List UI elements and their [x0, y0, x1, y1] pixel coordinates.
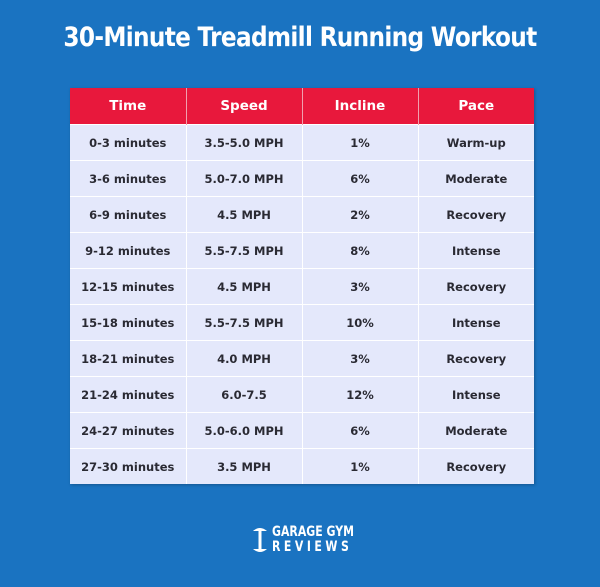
- table-row: 9-12 minutes 5.5-7.5 MPH 8% Intense: [70, 232, 534, 269]
- cell-pace: Intense: [417, 304, 534, 341]
- table-header-row: Time Speed Incline Pace: [70, 88, 534, 125]
- cell-incline: 6%: [301, 412, 418, 449]
- table-row: 12-15 minutes 4.5 MPH 3% Recovery: [70, 268, 534, 305]
- cell-speed: 5.0-6.0 MPH: [185, 412, 302, 449]
- cell-incline: 8%: [301, 232, 418, 269]
- cell-incline: 1%: [301, 448, 418, 484]
- cell-pace: Recovery: [417, 268, 534, 305]
- workout-table: Time Speed Incline Pace 0-3 minutes 3.5-…: [70, 88, 534, 484]
- table-row: 24-27 minutes 5.0-6.0 MPH 6% Moderate: [70, 412, 534, 449]
- cell-speed: 4.0 MPH: [185, 340, 302, 377]
- cell-pace: Recovery: [417, 448, 534, 484]
- cell-pace: Recovery: [417, 196, 534, 233]
- cell-pace: Intense: [417, 376, 534, 413]
- cell-pace: Intense: [417, 232, 534, 269]
- table-row: 21-24 minutes 6.0-7.5 12% Intense: [70, 376, 534, 413]
- header-speed: Speed: [185, 88, 302, 125]
- cell-time: 3-6 minutes: [70, 160, 186, 197]
- logo-line-1: GARAGE GYM: [272, 524, 354, 540]
- cell-pace: Warm-up: [417, 124, 534, 161]
- cell-time: 6-9 minutes: [70, 196, 186, 233]
- dumbbell-icon: [252, 524, 268, 556]
- cell-time: 27-30 minutes: [70, 448, 186, 484]
- cell-pace: Moderate: [417, 160, 534, 197]
- logo-line-2: REVIEWS: [272, 539, 353, 555]
- cell-time: 12-15 minutes: [70, 268, 186, 305]
- table-row: 15-18 minutes 5.5-7.5 MPH 10% Intense: [70, 304, 534, 341]
- cell-speed: 3.5 MPH: [185, 448, 302, 484]
- cell-incline: 1%: [301, 124, 418, 161]
- cell-pace: Moderate: [417, 412, 534, 449]
- cell-speed: 3.5-5.0 MPH: [185, 124, 302, 161]
- cell-incline: 12%: [301, 376, 418, 413]
- cell-incline: 2%: [301, 196, 418, 233]
- cell-time: 18-21 minutes: [70, 340, 186, 377]
- cell-speed: 5.5-7.5 MPH: [185, 232, 302, 269]
- table-row: 18-21 minutes 4.0 MPH 3% Recovery: [70, 340, 534, 377]
- cell-time: 21-24 minutes: [70, 376, 186, 413]
- cell-incline: 10%: [301, 304, 418, 341]
- table-row: 0-3 minutes 3.5-5.0 MPH 1% Warm-up: [70, 124, 534, 161]
- header-incline: Incline: [301, 88, 418, 125]
- table-row: 27-30 minutes 3.5 MPH 1% Recovery: [70, 448, 534, 484]
- cell-speed: 4.5 MPH: [185, 268, 302, 305]
- cell-incline: 6%: [301, 160, 418, 197]
- cell-time: 0-3 minutes: [70, 124, 186, 161]
- garage-gym-reviews-logo: GARAGE GYM REVIEWS: [252, 524, 377, 556]
- table-row: 3-6 minutes 5.0-7.0 MPH 6% Moderate: [70, 160, 534, 197]
- header-pace: Pace: [417, 88, 534, 125]
- cell-speed: 5.0-7.0 MPH: [185, 160, 302, 197]
- cell-pace: Recovery: [417, 340, 534, 377]
- cell-time: 24-27 minutes: [70, 412, 186, 449]
- cell-time: 9-12 minutes: [70, 232, 186, 269]
- page-title: 30-Minute Treadmill Running Workout: [63, 22, 537, 53]
- cell-time: 15-18 minutes: [70, 304, 186, 341]
- cell-speed: 6.0-7.5: [185, 376, 302, 413]
- cell-incline: 3%: [301, 340, 418, 377]
- header-time: Time: [70, 88, 186, 125]
- cell-speed: 5.5-7.5 MPH: [185, 304, 302, 341]
- cell-incline: 3%: [301, 268, 418, 305]
- table-row: 6-9 minutes 4.5 MPH 2% Recovery: [70, 196, 534, 233]
- logo-text: GARAGE GYM REVIEWS: [272, 525, 377, 555]
- cell-speed: 4.5 MPH: [185, 196, 302, 233]
